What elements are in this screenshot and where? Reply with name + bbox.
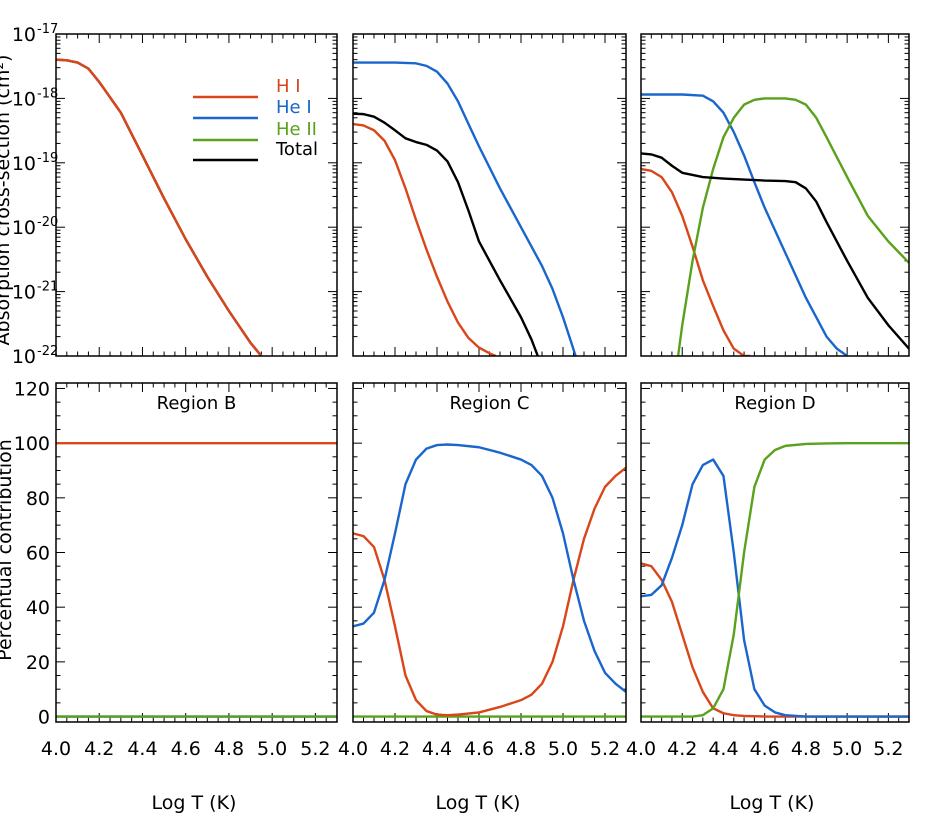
legend-label-h1: H I bbox=[276, 76, 301, 97]
region-label: Region D bbox=[734, 393, 815, 414]
x-tick-label: 4.8 bbox=[506, 738, 536, 760]
x-tick-label: 4.8 bbox=[214, 738, 244, 760]
series-group bbox=[353, 61, 577, 356]
region-label: Region B bbox=[157, 393, 237, 414]
y-tick-label: 80 bbox=[26, 488, 50, 510]
series-h1 bbox=[353, 122, 497, 356]
y-tick-label: 10 bbox=[12, 346, 36, 368]
y-tick-label: 120 bbox=[14, 378, 50, 400]
x-tick-label: 5.2 bbox=[590, 738, 620, 760]
ticks bbox=[55, 383, 338, 722]
ylabel-top: Absorption cross-section (cm²) bbox=[0, 55, 14, 346]
legend-label-total: Total bbox=[275, 139, 318, 160]
ylabel-bottom: Percentual contribution bbox=[0, 439, 16, 661]
xlabel-0: Log T (K) bbox=[152, 792, 237, 814]
ticks bbox=[352, 383, 627, 722]
x-tick-label: 5.2 bbox=[873, 738, 903, 760]
series-group bbox=[56, 58, 263, 356]
y-tick-label: 60 bbox=[26, 543, 50, 565]
x-tick-label: 4.6 bbox=[171, 738, 201, 760]
y-tick-exponent: -18 bbox=[37, 86, 58, 101]
x-tick-label: 4.4 bbox=[422, 738, 452, 760]
panel-bottom-1: Region C 4.0 4.2 4.4 4.6 4.8 5.0 5.2 bbox=[338, 382, 627, 760]
series-he2 bbox=[641, 441, 909, 718]
series-he1 bbox=[641, 93, 848, 356]
panel-top-2 bbox=[640, 33, 910, 357]
x-tick-label: 4.0 bbox=[338, 738, 368, 760]
x-tick-label: 5.0 bbox=[832, 738, 862, 760]
y-tick-exponent: -19 bbox=[37, 151, 58, 166]
series-h1 bbox=[56, 58, 263, 356]
series-he2 bbox=[676, 97, 909, 356]
x-tick-label: 4.0 bbox=[626, 738, 656, 760]
x-tick-label: 4.2 bbox=[84, 738, 114, 760]
plot-frame bbox=[55, 33, 338, 357]
y-tick-exponent: -21 bbox=[37, 280, 58, 295]
x-tick-label: 4.2 bbox=[667, 738, 697, 760]
x-axis-titles: Log T (K) Log T (K) Log T (K) bbox=[152, 792, 815, 814]
panel-top-1 bbox=[352, 33, 627, 357]
series-group bbox=[353, 443, 626, 718]
plot-frame bbox=[352, 382, 627, 723]
x-tick-label: 4.4 bbox=[127, 738, 157, 760]
series-group bbox=[641, 93, 909, 356]
series-total bbox=[641, 152, 909, 350]
y-tick-exponent: -20 bbox=[37, 215, 58, 230]
y-tick-exponent: -17 bbox=[37, 22, 58, 37]
x-tick-label: 5.0 bbox=[548, 738, 578, 760]
ticks bbox=[640, 33, 910, 357]
x-tick-label: 5.0 bbox=[257, 738, 287, 760]
x-tick-label: 4.4 bbox=[708, 738, 738, 760]
series-group bbox=[641, 441, 909, 718]
series-he1 bbox=[641, 458, 909, 718]
y-tick-exponent: -22 bbox=[37, 344, 58, 359]
x-tick-label: 4.2 bbox=[380, 738, 410, 760]
y-tick-label: 10 bbox=[12, 217, 36, 239]
series-h1 bbox=[353, 466, 626, 717]
xlabel-2: Log T (K) bbox=[730, 792, 815, 814]
x-tick-label: 5.2 bbox=[300, 738, 330, 760]
series-he1 bbox=[353, 443, 626, 693]
y-tick-label: 10 bbox=[12, 24, 36, 46]
panel-bottom-0: Region B 0 20 40 60 80 100 120 4.0 4.2 4.4 4.6 4.8 5.… bbox=[14, 378, 338, 760]
plot-frame bbox=[55, 382, 338, 723]
y-tick-label: 0 bbox=[38, 707, 50, 729]
series-he1 bbox=[353, 61, 577, 356]
y-tick-label: 100 bbox=[14, 433, 50, 455]
x-tick-label: 4.6 bbox=[750, 738, 780, 760]
series-total bbox=[353, 112, 539, 356]
series-h1 bbox=[641, 562, 909, 718]
x-tick-label: 4.0 bbox=[41, 738, 71, 760]
ticks bbox=[640, 383, 910, 722]
ticks bbox=[352, 33, 627, 357]
plot-frame bbox=[640, 382, 910, 723]
x-tick-label: 4.8 bbox=[791, 738, 821, 760]
panel-bottom-2: Region D 4.0 4.2 4.4 4.6 4.8 5.0 5.2 bbox=[626, 382, 910, 760]
series-h1 bbox=[641, 167, 751, 356]
plot-frame bbox=[640, 33, 910, 357]
legend-label-he1: He I bbox=[276, 97, 312, 118]
series-group bbox=[56, 441, 337, 718]
legend-label-he2: He II bbox=[276, 119, 317, 140]
x-tick-label: 4.6 bbox=[464, 738, 494, 760]
y-tick-label: 10 bbox=[12, 88, 36, 110]
xlabel-1: Log T (K) bbox=[436, 792, 521, 814]
y-tick-label: 40 bbox=[26, 597, 50, 619]
plot-frame bbox=[352, 33, 627, 357]
y-tick-label: 20 bbox=[26, 652, 50, 674]
y-tick-label: 10 bbox=[12, 282, 36, 304]
region-label: Region C bbox=[450, 393, 530, 414]
y-tick-label: 10 bbox=[12, 153, 36, 175]
